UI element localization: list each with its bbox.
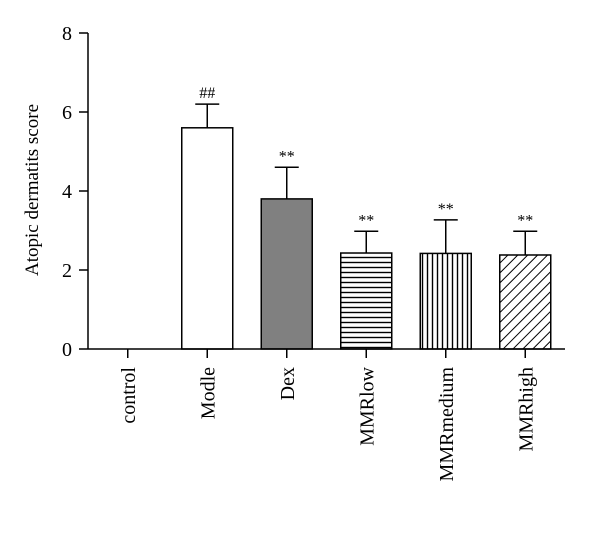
y-axis-label: Atopic dermatits score xyxy=(22,104,43,276)
y-tick-label: 8 xyxy=(62,23,72,45)
significance-label: ** xyxy=(438,201,454,218)
bars-group: ## ** ** ** ** xyxy=(181,85,552,350)
y-axis: 0 2 4 6 8 xyxy=(62,23,89,361)
error-bar xyxy=(433,219,458,254)
significance-label: ** xyxy=(517,212,533,229)
x-tick-label: control xyxy=(118,367,140,424)
error-bar xyxy=(195,103,220,128)
error-bar xyxy=(354,230,379,254)
significance-label: ** xyxy=(279,148,295,165)
significance-label: ** xyxy=(358,212,374,229)
bar-mmrmedium xyxy=(419,252,472,350)
error-bar xyxy=(513,230,538,255)
y-tick-label: 0 xyxy=(62,339,72,361)
x-tick-label: MMRhigh xyxy=(515,367,537,451)
error-bar xyxy=(274,166,299,199)
bar-dex xyxy=(260,198,313,350)
bar-mmrlow xyxy=(340,252,393,350)
x-tick-label: MMRlow xyxy=(356,366,378,445)
bar-mmrhigh xyxy=(499,254,552,350)
y-tick-label: 2 xyxy=(62,260,72,282)
x-tick-label: MMRmedium xyxy=(436,367,458,482)
x-tick-label: Modle xyxy=(197,367,219,419)
significance-label: ## xyxy=(199,85,215,102)
y-tick-label: 4 xyxy=(62,181,72,203)
x-tick-label: Dex xyxy=(277,367,299,400)
x-axis: control Modle Dex MMRlow MMRmedium MMRhigh xyxy=(88,348,565,482)
bar-modle xyxy=(181,127,234,350)
y-axis-title: Atopic dermatits score xyxy=(22,104,43,276)
y-tick-label: 6 xyxy=(62,102,72,124)
